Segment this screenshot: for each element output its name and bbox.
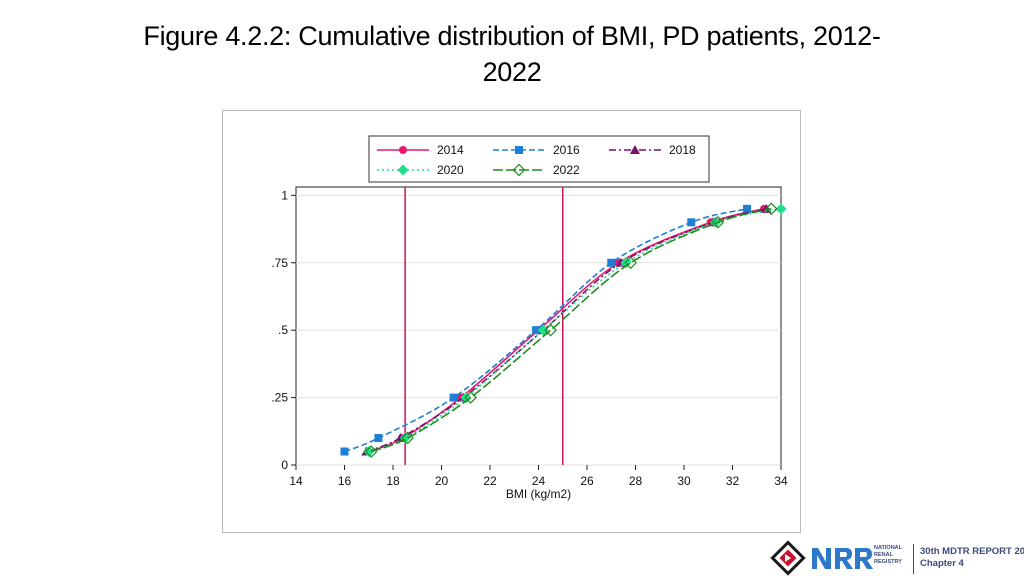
y-tick-label: .5 — [278, 323, 288, 337]
data-point-2022 — [544, 323, 557, 337]
series-line-2022 — [370, 208, 772, 453]
report-title: 30th MDTR REPORT 2022 — [920, 546, 1024, 557]
footer-divider — [913, 544, 914, 574]
data-point-2016 — [743, 204, 752, 213]
x-tick-label: 26 — [580, 474, 594, 488]
slide-title-line2: 2022 — [482, 57, 542, 87]
legend-marker-2016 — [515, 146, 523, 154]
x-tick-label: 18 — [386, 474, 400, 488]
registry-line1: NATIONAL — [874, 545, 903, 551]
data-point-2020 — [363, 446, 375, 458]
data-point-2022 — [764, 202, 778, 216]
x-tick-label: 34 — [774, 474, 788, 488]
data-point-2022 — [364, 445, 378, 458]
legend-marker-2018 — [630, 145, 640, 154]
y-tick-label: .25 — [271, 391, 288, 405]
report-chapter: Chapter 4 — [920, 558, 964, 569]
legend-marker-2014 — [399, 146, 407, 154]
data-point-2022 — [464, 391, 477, 404]
x-tick-label: 20 — [435, 474, 449, 488]
x-tick-label: 16 — [338, 474, 352, 488]
legend-label-2014: 2014 — [437, 143, 464, 157]
x-tick-label: 30 — [677, 474, 691, 488]
legend — [368, 135, 710, 183]
y-tick-label: 0 — [281, 458, 288, 472]
legend-label-2022: 2022 — [553, 163, 580, 177]
x-tick-label: 32 — [726, 474, 740, 488]
data-point-2022 — [711, 215, 725, 229]
legend-label-2016: 2016 — [553, 143, 580, 157]
x-tick-label: 14 — [289, 474, 303, 488]
plot-area — [295, 186, 782, 466]
data-point-2016 — [687, 218, 696, 227]
x-axis-label: BMI (kg/m2) — [506, 487, 571, 501]
chart-frame: 0.25.5.75 1 14 16 18 20 22 24 26 28 30 32 34 BMI (kg/… — [222, 110, 801, 533]
registry-line2: RENAL — [874, 552, 893, 558]
legend-label-2018: 2018 — [669, 143, 696, 157]
data-point-2020 — [537, 324, 549, 336]
data-point-2022 — [401, 431, 414, 445]
slide-title: Figure 4.2.2: Cumulative distribution of… — [60, 18, 964, 90]
data-point-2016 — [607, 258, 616, 267]
slide-title-line1: Figure 4.2.2: Cumulative distribution of… — [143, 21, 881, 51]
nrr-logo-icon — [770, 540, 873, 576]
registry-line3: REGISTRY — [874, 559, 902, 565]
data-point-2022 — [624, 256, 637, 270]
data-point-2020 — [710, 216, 722, 228]
legend-label-2020: 2020 — [437, 163, 464, 177]
data-point-2016 — [532, 326, 541, 335]
legend-marker-2020 — [397, 164, 409, 176]
footer: NATIONAL RENAL REGISTRY 30th MDTR REPORT… — [770, 540, 1024, 576]
registry-name: NATIONAL RENAL REGISTRY — [874, 545, 902, 566]
data-point-2020 — [775, 203, 787, 215]
y-tick-label: .75 — [271, 256, 288, 270]
data-point-2016 — [374, 434, 383, 443]
x-tick-label: 22 — [483, 474, 497, 488]
data-point-2016 — [340, 447, 349, 456]
x-tick-label: 28 — [629, 474, 643, 488]
legend-marker-2022 — [512, 163, 526, 177]
x-tick-label: 24 — [532, 474, 546, 488]
data-point-2016 — [449, 393, 458, 402]
report-label: 30th MDTR REPORT 2022 Chapter 4 — [920, 546, 1024, 570]
y-tick-label: 1 — [281, 188, 288, 202]
